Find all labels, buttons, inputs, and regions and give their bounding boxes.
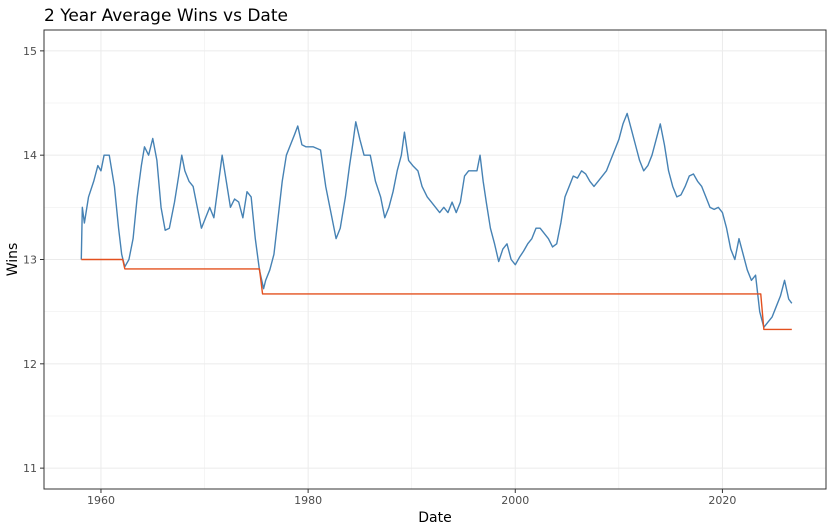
x-tick-label: 2020 [708,494,736,507]
grid [44,30,827,489]
x-tick-label: 1960 [87,494,115,507]
y-tick-label: 13 [23,254,37,267]
y-tick-label: 11 [23,462,37,475]
chart-title: 2 Year Average Wins vs Date [44,6,288,26]
y-axis-label: Wins [5,243,21,277]
series-layer [80,112,793,331]
x-tick-label: 1980 [294,494,322,507]
y-tick-label: 15 [23,45,37,58]
x-axis-label: Date [418,510,451,526]
y-tick-label: 12 [23,358,37,371]
y-tick-label: 14 [23,149,37,162]
x-tick-label: 2000 [501,494,529,507]
series-line-running-min [81,258,792,331]
series-line-average-wins [80,112,793,329]
axes: 1960 1980 2000 2020 11 12 13 14 15 [23,45,736,507]
